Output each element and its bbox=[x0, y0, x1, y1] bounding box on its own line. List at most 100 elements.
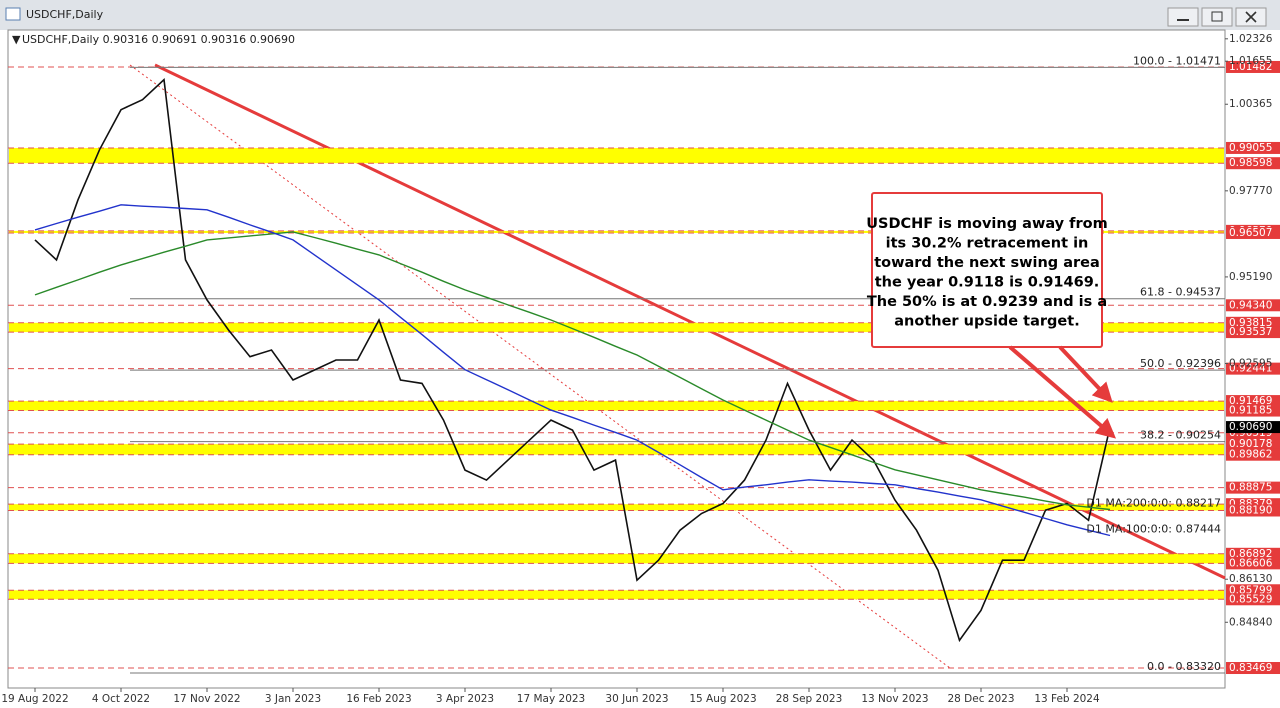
x-tick-label: 17 Nov 2022 bbox=[173, 693, 240, 705]
support-resistance-zone bbox=[9, 322, 1224, 333]
fib-label: 50.0 - 0.92396 bbox=[1140, 357, 1221, 370]
x-tick-label: 19 Aug 2022 bbox=[1, 693, 68, 705]
level-label: 0.98598 bbox=[1229, 157, 1272, 169]
support-resistance-zone bbox=[9, 590, 1224, 600]
level-tag bbox=[1226, 438, 1280, 451]
level-tag bbox=[1226, 404, 1280, 417]
support-resistance-zone bbox=[9, 444, 1224, 455]
fib-label: 38.2 - 0.90254 bbox=[1140, 429, 1221, 442]
level-label: 0.88190 bbox=[1229, 504, 1272, 516]
level-tag bbox=[1226, 299, 1280, 312]
x-tick-label: 3 Apr 2023 bbox=[436, 693, 494, 705]
level-label: 0.86892 bbox=[1229, 548, 1272, 560]
y-tick-label: 1.01655 bbox=[1229, 55, 1272, 67]
callout-text: toward the next swing area bbox=[874, 255, 1100, 271]
level-label: 0.91185 bbox=[1229, 405, 1272, 417]
level-tag bbox=[1226, 60, 1280, 73]
price-line bbox=[34, 78, 1111, 643]
y-tick-label: 0.84840 bbox=[1229, 616, 1272, 628]
support-resistance-zone bbox=[9, 504, 1224, 511]
level-tag bbox=[1226, 141, 1280, 154]
y-tick-label: 0.86130 bbox=[1229, 573, 1272, 585]
x-tick-label: 17 May 2023 bbox=[517, 693, 585, 705]
level-label: 0.93537 bbox=[1229, 326, 1272, 338]
window-buttons[interactable] bbox=[1167, 7, 1267, 27]
close-icon bbox=[1245, 11, 1257, 23]
level-label: 0.94340 bbox=[1229, 299, 1272, 311]
level-label: 0.88875 bbox=[1229, 482, 1272, 494]
level-label: 0.89862 bbox=[1229, 449, 1272, 461]
callout-arrow bbox=[1058, 345, 1113, 403]
y-tick-label: 0.92595 bbox=[1229, 358, 1272, 370]
level-label: 0.96507 bbox=[1229, 227, 1272, 239]
y-tick-label: 0.97770 bbox=[1229, 185, 1272, 197]
y-tick-label: 0.95190 bbox=[1229, 271, 1272, 283]
callout-box bbox=[871, 192, 1103, 348]
maximize-icon bbox=[1211, 11, 1223, 22]
window-title: USDCHF,Daily bbox=[26, 8, 104, 21]
level-tag bbox=[1226, 395, 1280, 408]
maximize-button[interactable] bbox=[1201, 7, 1233, 27]
level-label: 0.92441 bbox=[1229, 363, 1272, 375]
y-tick-label: 1.02326 bbox=[1229, 33, 1273, 45]
x-tick-label: 13 Feb 2024 bbox=[1034, 693, 1100, 705]
x-tick-label: 3 Jan 2023 bbox=[265, 693, 321, 705]
x-tick-label: 16 Feb 2023 bbox=[346, 693, 411, 705]
x-tick-label: 28 Dec 2023 bbox=[947, 693, 1014, 705]
callout-text: its 30.2% retracement in bbox=[886, 236, 1089, 252]
level-label: 1.01482 bbox=[1229, 61, 1272, 73]
support-resistance-zone bbox=[9, 230, 1224, 233]
callout-text: another upside target. bbox=[894, 314, 1079, 330]
level-label: 0.85529 bbox=[1229, 593, 1272, 605]
level-tag bbox=[1226, 157, 1280, 170]
moving-average-line bbox=[34, 204, 1111, 537]
x-tick-label: 4 Oct 2022 bbox=[92, 693, 150, 705]
level-label: 0.90178 bbox=[1229, 438, 1272, 450]
level-tag bbox=[1226, 547, 1280, 560]
level-tag bbox=[1226, 504, 1280, 517]
moving-average-line bbox=[34, 231, 1111, 511]
level-tag bbox=[1226, 557, 1280, 570]
level-label: 0.83469 bbox=[1229, 662, 1272, 674]
support-resistance-zone bbox=[9, 401, 1224, 411]
y-tick-label: 1.00365 bbox=[1229, 98, 1272, 110]
collapse-glyph: ▼ bbox=[12, 33, 21, 46]
fib-label: 61.8 - 0.94537 bbox=[1140, 286, 1221, 299]
x-tick-label: 30 Jun 2023 bbox=[605, 693, 668, 705]
ma-label: D1 MA:200:0:0: 0.88217 bbox=[1086, 496, 1221, 509]
x-tick-label: 15 Aug 2023 bbox=[689, 693, 756, 705]
level-label: 0.93815 bbox=[1229, 317, 1272, 329]
callout-arrow bbox=[1008, 345, 1117, 439]
fib-label: 0.0 - 0.83320 bbox=[1147, 660, 1221, 673]
level-tag bbox=[1226, 226, 1280, 239]
plot-area bbox=[7, 29, 1226, 689]
title-bar bbox=[0, 0, 1280, 30]
support-resistance-zone bbox=[9, 553, 1224, 564]
level-tag bbox=[1226, 584, 1280, 597]
level-tag bbox=[1226, 316, 1280, 329]
level-label: 0.91469 bbox=[1229, 395, 1272, 407]
level-tag bbox=[1226, 448, 1280, 461]
level-label: 0.86606 bbox=[1229, 557, 1273, 569]
level-label: 0.99055 bbox=[1229, 142, 1272, 154]
level-tag bbox=[1226, 481, 1280, 494]
callout-text: USDCHF is moving away from bbox=[866, 216, 1107, 232]
level-tag bbox=[1226, 362, 1280, 375]
support-resistance-zone bbox=[9, 147, 1224, 164]
level-tag bbox=[1226, 326, 1280, 339]
level-tag bbox=[1226, 593, 1280, 606]
level-label: 0.85799 bbox=[1229, 584, 1272, 596]
minimize-button[interactable] bbox=[1167, 7, 1199, 27]
x-tick-label: 13 Nov 2023 bbox=[861, 693, 928, 705]
ma-label: D1 MA:100:0:0: 0.87444 bbox=[1086, 523, 1221, 536]
last-price-label: 0.90690 bbox=[1229, 421, 1272, 433]
callout-text: the year 0.9118 is 0.91469. bbox=[875, 275, 1100, 291]
level-tag bbox=[1226, 662, 1280, 675]
window-icon bbox=[5, 7, 21, 21]
chart-info: USDCHF,Daily 0.90316 0.90691 0.90316 0.9… bbox=[22, 33, 295, 46]
fib-label: 100.0 - 1.01471 bbox=[1133, 54, 1221, 67]
x-tick-label: 28 Sep 2023 bbox=[776, 693, 843, 705]
last-price-tag bbox=[1226, 421, 1280, 434]
callout-text: The 50% is at 0.9239 and is a bbox=[867, 294, 1107, 310]
